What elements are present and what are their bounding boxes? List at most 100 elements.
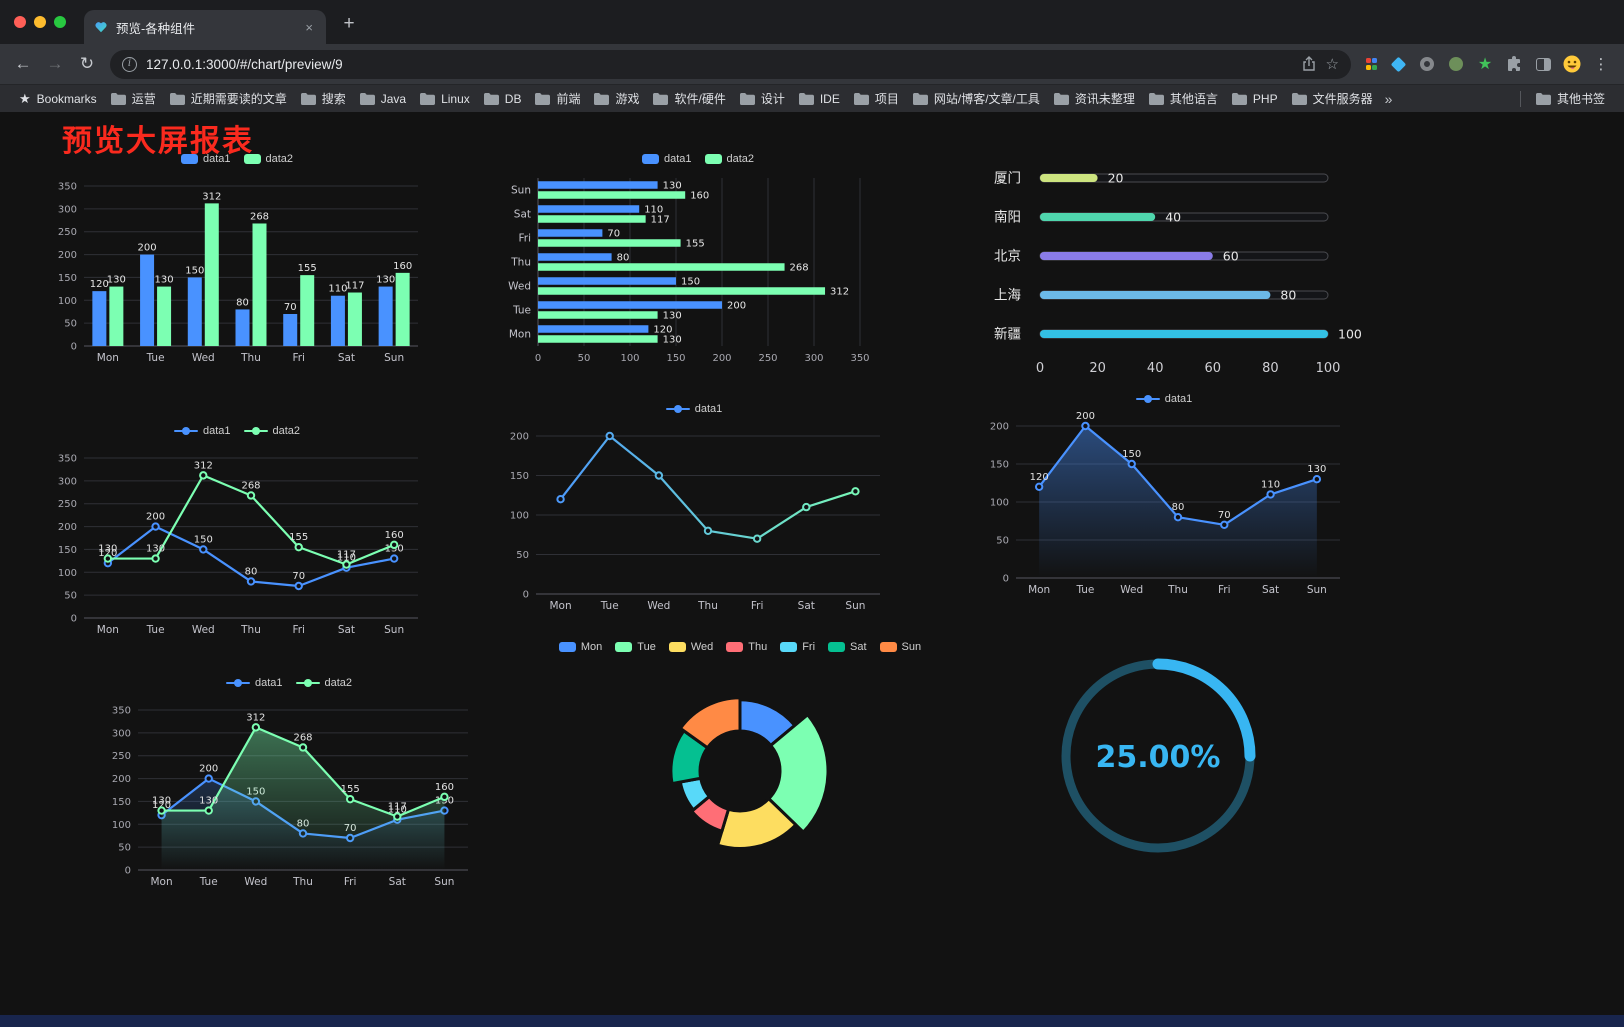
legend-marker-icon [615, 642, 633, 652]
svg-text:150: 150 [990, 460, 1009, 471]
side-panel-icon[interactable] [1534, 55, 1552, 73]
folder-icon [300, 92, 316, 105]
legend-item-Sun[interactable]: Sun [879, 641, 922, 653]
svg-text:200: 200 [727, 301, 746, 312]
extension-grid-icon[interactable] [1365, 58, 1378, 71]
legend-item-data2[interactable]: data2 [295, 677, 352, 689]
legend-item-Fri[interactable]: Fri [780, 641, 815, 653]
svg-text:Fri: Fri [344, 876, 357, 888]
extension-diamond-icon[interactable] [1389, 55, 1407, 73]
legend-marker-icon [879, 642, 897, 652]
svg-text:110: 110 [644, 205, 663, 216]
url-text[interactable]: 127.0.0.1:3000/#/chart/preview/9 [146, 56, 343, 72]
bookmark-folder-14[interactable]: 其他语言 [1142, 87, 1225, 110]
bookmark-folder-0[interactable]: 运营 [104, 87, 163, 110]
bookmark-folder-16[interactable]: 文件服务器 [1285, 87, 1380, 110]
legend-marker-icon [704, 154, 722, 164]
legend-item-Thu[interactable]: Thu [726, 641, 767, 653]
bookmark-folder-13[interactable]: 资讯未整理 [1047, 87, 1142, 110]
legend-label: Sun [901, 641, 922, 653]
browser-tab[interactable]: 预览-各种组件 × [84, 10, 326, 44]
folder-icon [359, 92, 375, 105]
svg-text:100: 100 [510, 511, 529, 522]
svg-text:250: 250 [758, 353, 777, 364]
bookmark-folder-2[interactable]: 搜索 [294, 87, 353, 110]
tab-close-icon[interactable]: × [305, 19, 313, 35]
svg-text:250: 250 [58, 227, 77, 238]
bookmark-folder-9[interactable]: 设计 [733, 87, 792, 110]
svg-text:130: 130 [663, 181, 682, 192]
legend-item-Sat[interactable]: Sat [828, 641, 867, 653]
bookmark-folder-8[interactable]: 软件/硬件 [646, 87, 732, 110]
progress-bars-svg: 厦门 20 南阳 40 北京 60 上海 80 新疆 100 0 20 40 60 80 100 [994, 171, 1362, 377]
legend-item-data1[interactable]: data1 [641, 153, 692, 165]
forward-button[interactable]: → [46, 54, 64, 73]
bookmark-bookmarks[interactable]: ★ Bookmarks [12, 89, 104, 109]
svg-text:Thu: Thu [240, 624, 261, 636]
svg-text:155: 155 [341, 784, 360, 795]
svg-text:200: 200 [199, 764, 218, 775]
bookmark-folder-10[interactable]: IDE [792, 89, 847, 109]
svg-text:350: 350 [58, 182, 77, 193]
legend-item-data1[interactable]: data1 [1135, 393, 1192, 405]
new-tab-button[interactable]: + [343, 13, 355, 34]
extensions-puzzle-icon[interactable] [1505, 55, 1523, 73]
extension-green-star-icon[interactable]: ★ [1477, 56, 1493, 73]
legend-marker-icon [295, 679, 320, 687]
svg-text:Tue: Tue [146, 624, 165, 636]
svg-text:0: 0 [1003, 574, 1009, 585]
svg-text:200: 200 [990, 422, 1009, 433]
bookmark-star-icon[interactable]: ☆ [1325, 56, 1339, 73]
bookmark-folder-1[interactable]: 近期需要读的文章 [163, 87, 294, 110]
legend-item-data2[interactable]: data2 [704, 153, 754, 165]
profile-avatar-emoji[interactable] [1563, 55, 1581, 73]
legend-item-Wed[interactable]: Wed [668, 641, 713, 653]
extension-ring-icon[interactable] [1418, 55, 1436, 73]
bookmark-folder-5[interactable]: DB [477, 89, 529, 109]
bookmark-folder-4[interactable]: Linux [413, 89, 477, 109]
legend-item-data1[interactable]: data1 [665, 403, 722, 415]
legend-item-Mon[interactable]: Mon [558, 641, 602, 653]
svg-text:Tue: Tue [512, 305, 531, 317]
chart-line-two-series: data1 data2 0 50 100 150 200 250 300 350 Mon Tue We… [46, 420, 428, 642]
svg-text:40: 40 [1147, 361, 1164, 376]
other-bookmarks[interactable]: 其他书签 [1529, 87, 1612, 110]
bookmark-folder-12[interactable]: 网站/博客/文章/工具 [906, 87, 1047, 110]
window-minimize-button[interactable] [34, 16, 46, 28]
back-button[interactable]: ← [14, 54, 32, 73]
reload-button[interactable]: ↻ [79, 54, 95, 73]
bookmark-folder-15[interactable]: PHP [1225, 89, 1285, 109]
chart-legend: data1 data2 [46, 420, 428, 442]
bookmark-label: 资讯未整理 [1074, 92, 1135, 106]
svg-text:160: 160 [435, 782, 454, 793]
bookmark-folder-3[interactable]: Java [353, 89, 413, 109]
extension-avatar-circle-icon[interactable] [1447, 55, 1465, 73]
svg-text:20: 20 [1108, 171, 1124, 186]
gauge-svg: 25.00% [1061, 658, 1256, 853]
svg-text:上海: 上海 [994, 288, 1021, 304]
share-icon[interactable] [1301, 56, 1317, 72]
legend-item-data1[interactable]: data1 [225, 677, 283, 689]
menu-kebab-icon[interactable]: ⋮ [1593, 56, 1609, 73]
svg-text:268: 268 [790, 263, 809, 274]
svg-text:312: 312 [194, 460, 213, 471]
address-bar[interactable]: i 127.0.0.1:3000/#/chart/preview/9 ☆ [110, 49, 1351, 79]
chart-legend: data1 [978, 388, 1350, 410]
site-info-icon[interactable]: i [122, 56, 137, 72]
legend-item-data1[interactable]: data1 [173, 425, 231, 437]
chart-legend: data1 data2 [100, 672, 478, 694]
window-close-button[interactable] [14, 16, 26, 28]
bookmark-folder-6[interactable]: 前端 [528, 87, 587, 110]
legend-marker-icon [180, 154, 198, 164]
bookmark-folder-11[interactable]: 项目 [847, 87, 906, 110]
legend-label: data1 [663, 153, 692, 165]
bookmark-folder-7[interactable]: 游戏 [587, 87, 646, 110]
legend-item-data1[interactable]: data1 [180, 153, 231, 165]
window-zoom-button[interactable] [54, 16, 66, 28]
folder-icon [1535, 92, 1551, 105]
legend-item-data2[interactable]: data2 [243, 425, 300, 437]
legend-item-data2[interactable]: data2 [243, 153, 293, 165]
bookmarks-overflow-chevron[interactable]: » [1384, 90, 1393, 107]
svg-text:80: 80 [245, 566, 258, 577]
legend-item-Tue[interactable]: Tue [615, 641, 656, 653]
